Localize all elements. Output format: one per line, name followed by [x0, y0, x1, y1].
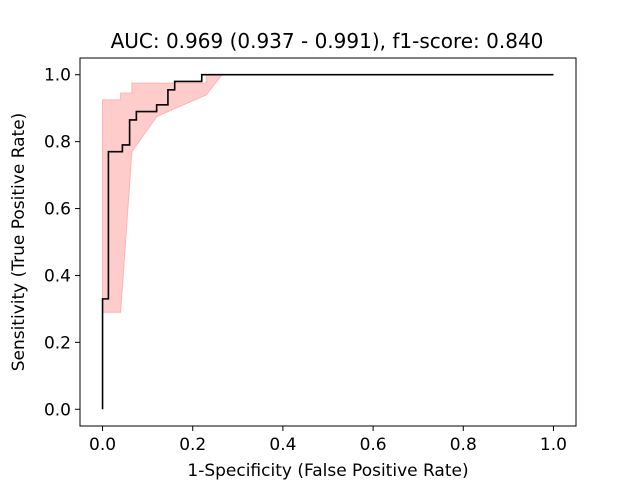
x-tick-label: 0.4 [269, 435, 296, 455]
x-tick-label: 0.2 [179, 435, 206, 455]
y-tick-label: 1.0 [44, 66, 71, 86]
confidence-band [102, 74, 554, 313]
roc-curve-line [101, 73, 554, 410]
chart-title: AUC: 0.969 (0.937 - 0.991), f1-score: 0.… [111, 29, 544, 53]
x-axis-ticks: 0.0 0.2 0.4 0.6 0.8 1.0 [89, 426, 567, 455]
x-axis-label: 1-Specificity (False Positive Rate) [187, 461, 468, 480]
y-axis-ticks: 0.0 0.2 0.4 0.6 0.8 1.0 [44, 66, 80, 420]
y-tick-label: 0.2 [44, 333, 71, 353]
y-tick-label: 0.4 [44, 266, 71, 286]
plot-area [101, 73, 554, 410]
x-tick-label: 0.6 [360, 435, 387, 455]
y-tick-label: 0.8 [44, 133, 71, 153]
x-tick-label: 0.0 [89, 435, 116, 455]
y-axis-label: Sensitivity (True Positive Rate) [9, 113, 29, 372]
x-tick-label: 1.0 [540, 435, 567, 455]
y-tick-label: 0.0 [44, 400, 71, 420]
y-tick-label: 0.6 [44, 200, 71, 220]
plot-frame [79, 57, 577, 427]
x-tick-label: 0.8 [450, 435, 477, 455]
